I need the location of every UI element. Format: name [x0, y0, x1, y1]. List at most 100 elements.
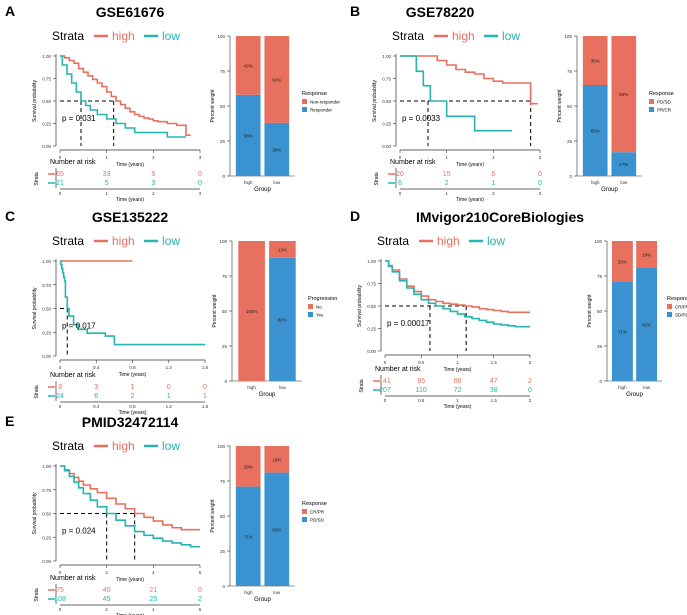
- risk-high-count: 66: [454, 378, 462, 385]
- panel-title: IMvigor210CoreBiologies: [416, 209, 584, 225]
- panel-title: GSE61676: [96, 4, 165, 20]
- km-y-tick-label: 0.75: [382, 77, 391, 82]
- p-value: p = 0.031: [62, 114, 96, 123]
- risk-low-count: 2: [198, 596, 202, 603]
- km-x-tick-label: 1.6: [202, 365, 209, 370]
- bar-segment-top: [238, 241, 265, 381]
- risk-y-axis-title: Strata: [34, 588, 40, 602]
- bar-legend-title: Response: [302, 501, 327, 507]
- km-y-tick-label: 0.25: [42, 535, 51, 540]
- bar-legend-item-top: CR/PR: [675, 305, 687, 310]
- bar-bottom-label: 65%: [591, 129, 600, 134]
- km-y-tick-label: 0.00: [42, 354, 51, 359]
- km-curve-high: [60, 55, 191, 136]
- risk-low-count: 6: [398, 180, 402, 187]
- p-value: p = 0.024: [62, 527, 96, 536]
- risk-x-tick-label: 1.6: [202, 404, 209, 409]
- risk-high-count: 21: [149, 587, 157, 594]
- panel-title: GSE135222: [92, 209, 168, 225]
- legend-low-label: low: [162, 439, 180, 453]
- bar-legend-item-bottom: PD/SD: [310, 518, 325, 523]
- risk-low-count: 110: [416, 387, 427, 394]
- km-y-tick-label: 0.50: [42, 512, 51, 517]
- bar-segment-top: [235, 36, 261, 95]
- risk-x-tick-label: 1.5: [491, 398, 498, 403]
- km-y-axis-title: Survival probability: [372, 80, 378, 122]
- risk-x-tick-label: 0: [59, 191, 62, 196]
- risk-high-count: 20: [396, 171, 404, 178]
- bar-y-tick-label: 25: [567, 139, 573, 144]
- km-curve-low: [60, 465, 200, 548]
- bar-segment-top: [264, 36, 290, 123]
- legend-low-label: low: [162, 29, 180, 43]
- bar-legend-item-bottom: Responder: [310, 108, 333, 113]
- bar-top-label: 42%: [244, 63, 253, 68]
- panel-a: A GSE61676 Strata high low 0.00 0.25 0.50 0.75 1.…: [5, 3, 341, 203]
- km-x-tick-label: 0.4: [93, 365, 100, 370]
- km-x-tick-label: 3: [199, 155, 202, 160]
- km-y-axis-title: Survival probability: [32, 80, 38, 122]
- bar-y-tick-label: 75: [222, 274, 228, 279]
- km-x-tick-label: 0: [59, 570, 62, 575]
- km-y-tick-label: 0.50: [382, 99, 391, 104]
- bar-y-axis-title: Percent weight: [557, 89, 563, 123]
- bar-x-tick-label: high: [244, 180, 253, 185]
- panel-d: D IMvigor210CoreBiologies Strata high low 0.0…: [350, 208, 687, 410]
- km-x-tick-label: 0: [59, 155, 62, 160]
- km-x-axis-title: Time (years): [456, 162, 484, 168]
- strata-legend-label: Strata: [52, 439, 84, 453]
- km-x-tick-label: 2: [529, 360, 532, 365]
- km-x-tick-label: 2: [105, 570, 108, 575]
- bar-y-tick-label: 75: [597, 274, 603, 279]
- strata-legend-label: Strata: [52, 234, 84, 248]
- km-y-axis-title: Survival probability: [32, 287, 38, 329]
- risk-x-tick-label: 0.8: [129, 404, 136, 409]
- bar-y-tick-label: 100: [219, 239, 227, 244]
- bar-segment-bottom: [264, 122, 290, 176]
- bar-y-tick-label: 25: [220, 139, 226, 144]
- risk-high-count: 15: [443, 171, 451, 178]
- legend-low-label: low: [487, 234, 505, 248]
- panel-e: E PMID32472114 Strata high low 0.00 0.25 0.50 0.…: [5, 413, 327, 615]
- p-value: p = 0.0033: [402, 114, 441, 123]
- bar-bottom-label: 71%: [618, 329, 627, 334]
- bar-legend-item-top: CR/PR: [310, 510, 325, 515]
- km-curve-low: [385, 260, 530, 328]
- bar-bottom-label: 82%: [642, 322, 651, 327]
- km-x-tick-label: 4: [152, 570, 155, 575]
- km-y-tick-label: 0.75: [367, 282, 376, 287]
- risk-low-count: 38: [490, 387, 498, 394]
- bar-legend-swatch-bottom: [667, 312, 672, 317]
- risk-high-count: 0: [203, 384, 207, 391]
- bar-bottom-label: 17%: [619, 162, 628, 167]
- risk-low-count: 3: [151, 180, 155, 187]
- risk-x-tick-label: 4: [152, 607, 155, 612]
- panel-letter: E: [5, 413, 14, 429]
- strata-legend-label: Strata: [377, 234, 409, 248]
- risk-y-axis-title: Strata: [34, 172, 40, 186]
- km-y-tick-label: 1.00: [42, 259, 51, 264]
- km-y-tick-label: 1.00: [367, 259, 376, 264]
- risk-table-title: Number at risk: [390, 159, 436, 166]
- legend-high-label: high: [112, 29, 135, 43]
- bar-segment-top: [611, 36, 637, 153]
- risk-high-count: 33: [103, 171, 111, 178]
- km-y-tick-label: 0.75: [42, 488, 51, 493]
- bar-x-tick-label: high: [591, 180, 600, 185]
- risk-table-title: Number at risk: [50, 575, 96, 582]
- risk-low-count: 5: [105, 180, 109, 187]
- risk-high-count: 95: [417, 378, 425, 385]
- bar-legend-title: Response: [649, 91, 674, 97]
- legend-low-label: low: [162, 234, 180, 248]
- km-y-axis-title: Survival probability: [32, 492, 38, 534]
- bar-y-tick-label: 25: [597, 344, 603, 349]
- bar-y-tick-label: 75: [220, 69, 226, 74]
- km-y-tick-label: 0.25: [367, 327, 376, 332]
- bar-segment-bottom: [264, 472, 290, 586]
- risk-y-axis-title: Strata: [34, 385, 40, 399]
- km-y-tick-label: 0.00: [42, 144, 51, 149]
- km-y-tick-label: 0.00: [367, 349, 376, 354]
- risk-x-tick-label: 0: [59, 607, 62, 612]
- bar-y-tick-label: 0: [599, 379, 602, 384]
- bar-y-tick-label: 50: [222, 309, 228, 314]
